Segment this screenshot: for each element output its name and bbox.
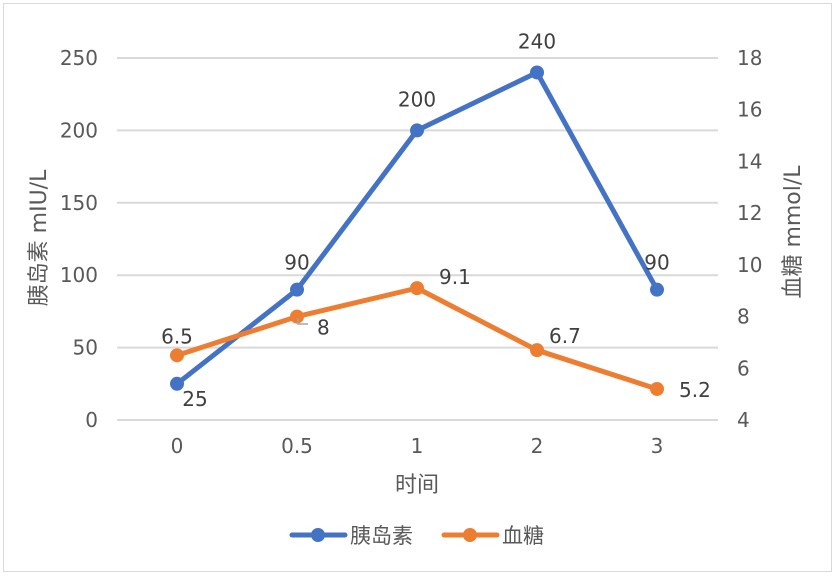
- y-axis-left-ticks: 0 50 100 150 200 250: [60, 46, 98, 432]
- y-axis-left-title: 胰岛素 mIU/L: [27, 169, 52, 306]
- y-tick-label: 150: [60, 191, 98, 215]
- data-label: 6.5: [161, 324, 193, 348]
- data-point[interactable]: [290, 282, 304, 297]
- y2-tick-label: 12: [737, 201, 762, 225]
- x-tick-label: 1: [411, 434, 424, 458]
- data-label: 6.7: [549, 324, 581, 348]
- y2-tick-label: 18: [737, 46, 762, 70]
- series-line: [176, 285, 658, 392]
- data-point[interactable]: [170, 376, 184, 391]
- y2-tick-label: 8: [737, 305, 750, 329]
- x-axis-title: 时间: [395, 473, 439, 498]
- legend-label: 胰岛素: [350, 524, 413, 548]
- data-label: 90: [284, 251, 309, 275]
- y-tick-label: 100: [60, 263, 98, 287]
- legend-marker-icon: [311, 528, 325, 542]
- data-label: 200: [398, 87, 436, 111]
- data-point[interactable]: [410, 281, 424, 296]
- y-tick-label: 200: [60, 118, 98, 142]
- data-point[interactable]: [650, 282, 664, 297]
- x-tick-label: 2: [531, 434, 544, 458]
- y-tick-label: 250: [60, 46, 98, 70]
- data-label: 9.1: [439, 265, 471, 289]
- y-axis-right-title: 血糖 mmol/L: [781, 165, 806, 299]
- data-label: 25: [182, 387, 207, 411]
- data-label: 90: [644, 251, 669, 275]
- series-lines: [170, 65, 664, 396]
- legend-marker-icon: [463, 528, 477, 542]
- y2-tick-label: 6: [737, 356, 750, 380]
- data-labels: 25 90 200 240 90 6.5 8 9.1 6.7 5.2: [161, 29, 711, 410]
- data-label: 8: [317, 316, 330, 340]
- data-point[interactable]: [530, 65, 544, 80]
- data-point[interactable]: [650, 381, 664, 396]
- y2-tick-label: 14: [737, 149, 762, 173]
- x-tick-label: 3: [651, 434, 664, 458]
- y-tick-label: 50: [73, 336, 98, 360]
- x-axis-ticks: 0 0.5 1 2 3: [171, 434, 664, 458]
- series-line: [175, 69, 660, 386]
- x-tick-label: 0.5: [281, 434, 313, 458]
- y-tick-label: 0: [85, 408, 98, 432]
- data-label: 240: [518, 29, 556, 53]
- legend: 胰岛素 血糖: [289, 524, 544, 548]
- label-leader-line: [297, 318, 308, 325]
- legend-label: 血糖: [502, 524, 544, 548]
- legend-item-glucose[interactable]: 血糖: [441, 524, 544, 548]
- y2-tick-label: 16: [737, 98, 762, 122]
- y2-tick-label: 10: [737, 253, 762, 277]
- x-tick-label: 0: [171, 434, 184, 458]
- data-point[interactable]: [170, 348, 184, 363]
- y2-tick-label: 4: [737, 408, 750, 432]
- data-point[interactable]: [290, 309, 304, 324]
- y-axis-right-ticks: 4 6 8 10 12 14 16 18: [737, 46, 762, 432]
- data-label: 5.2: [679, 378, 711, 402]
- legend-item-insulin[interactable]: 胰岛素: [289, 524, 413, 548]
- data-point[interactable]: [410, 123, 424, 138]
- data-point[interactable]: [530, 343, 544, 358]
